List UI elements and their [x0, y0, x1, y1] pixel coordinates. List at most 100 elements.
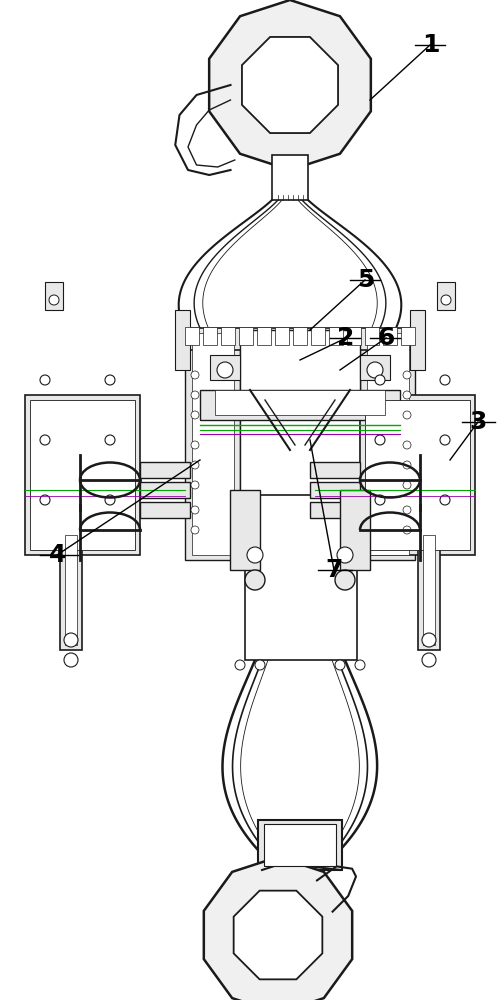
- Bar: [60, 535, 82, 650]
- Polygon shape: [209, 0, 371, 170]
- Bar: [230, 490, 260, 570]
- Bar: [329, 327, 343, 345]
- Circle shape: [49, 295, 59, 305]
- Bar: [140, 482, 190, 498]
- Circle shape: [337, 547, 353, 563]
- Circle shape: [105, 375, 115, 385]
- Circle shape: [403, 481, 411, 489]
- Circle shape: [375, 435, 385, 445]
- Bar: [65, 535, 77, 645]
- Text: 3: 3: [470, 410, 487, 434]
- Bar: [360, 355, 390, 380]
- Text: 6: 6: [377, 326, 394, 350]
- Polygon shape: [242, 37, 338, 133]
- Bar: [240, 330, 360, 500]
- Bar: [140, 502, 190, 518]
- Circle shape: [422, 653, 436, 667]
- Text: 5: 5: [358, 268, 374, 292]
- Bar: [210, 355, 240, 380]
- Circle shape: [191, 441, 199, 449]
- Circle shape: [64, 653, 78, 667]
- Circle shape: [235, 660, 245, 670]
- Bar: [185, 330, 240, 560]
- Bar: [200, 390, 400, 420]
- Circle shape: [217, 362, 233, 378]
- Text: 7: 7: [325, 558, 342, 582]
- Bar: [140, 462, 190, 478]
- Circle shape: [245, 570, 265, 590]
- Bar: [310, 482, 360, 498]
- Bar: [410, 310, 425, 370]
- Bar: [215, 390, 385, 415]
- Bar: [360, 330, 415, 560]
- Circle shape: [40, 375, 50, 385]
- Circle shape: [335, 660, 345, 670]
- Circle shape: [403, 461, 411, 469]
- Circle shape: [403, 411, 411, 419]
- Text: 2: 2: [338, 326, 355, 350]
- Circle shape: [191, 506, 199, 514]
- Bar: [310, 502, 360, 518]
- Bar: [30, 400, 135, 550]
- Circle shape: [440, 435, 450, 445]
- Bar: [257, 327, 271, 345]
- Bar: [423, 535, 435, 645]
- Bar: [272, 155, 308, 200]
- Circle shape: [441, 295, 451, 305]
- Text: 1: 1: [422, 33, 440, 57]
- Circle shape: [440, 495, 450, 505]
- Bar: [185, 327, 199, 345]
- Bar: [310, 462, 360, 478]
- Circle shape: [403, 526, 411, 534]
- Circle shape: [403, 441, 411, 449]
- Bar: [360, 395, 475, 555]
- Bar: [45, 282, 63, 310]
- Bar: [437, 282, 455, 310]
- Circle shape: [64, 633, 78, 647]
- Circle shape: [335, 570, 355, 590]
- Circle shape: [375, 375, 385, 385]
- Circle shape: [105, 495, 115, 505]
- Bar: [221, 327, 235, 345]
- Circle shape: [255, 660, 265, 670]
- Bar: [175, 310, 190, 370]
- Text: 4: 4: [49, 543, 66, 567]
- Bar: [25, 395, 140, 555]
- Circle shape: [355, 660, 365, 670]
- Circle shape: [247, 547, 263, 563]
- Circle shape: [191, 391, 199, 399]
- Circle shape: [191, 481, 199, 489]
- Bar: [203, 327, 217, 345]
- Bar: [192, 333, 234, 555]
- Polygon shape: [234, 891, 322, 979]
- Circle shape: [403, 391, 411, 399]
- Circle shape: [191, 461, 199, 469]
- Circle shape: [40, 495, 50, 505]
- Circle shape: [440, 375, 450, 385]
- Bar: [239, 327, 253, 345]
- Circle shape: [375, 495, 385, 505]
- Circle shape: [40, 435, 50, 445]
- Bar: [340, 490, 370, 570]
- Circle shape: [105, 435, 115, 445]
- Circle shape: [191, 526, 199, 534]
- Bar: [365, 400, 470, 550]
- Bar: [418, 535, 440, 650]
- Circle shape: [367, 362, 383, 378]
- Bar: [180, 328, 420, 350]
- Bar: [275, 327, 289, 345]
- Circle shape: [403, 506, 411, 514]
- Polygon shape: [204, 857, 352, 1000]
- Circle shape: [191, 371, 199, 379]
- Circle shape: [191, 411, 199, 419]
- Bar: [258, 820, 342, 870]
- Circle shape: [422, 633, 436, 647]
- Bar: [383, 327, 397, 345]
- Bar: [401, 327, 415, 345]
- Bar: [264, 824, 336, 866]
- Bar: [365, 327, 379, 345]
- Bar: [347, 327, 361, 345]
- Bar: [245, 495, 357, 660]
- Bar: [367, 333, 409, 555]
- Circle shape: [403, 371, 411, 379]
